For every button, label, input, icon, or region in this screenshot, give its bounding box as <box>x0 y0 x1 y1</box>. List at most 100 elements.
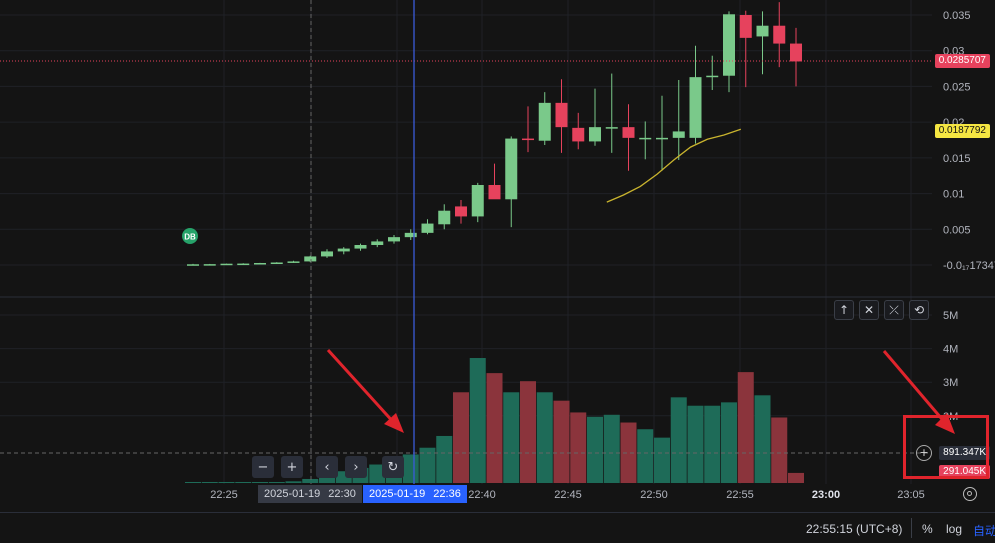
db-marker <box>182 228 198 244</box>
volume-bar-1 <box>201 482 218 483</box>
volume-value-tag: 891.347K <box>939 446 990 460</box>
footer-divider <box>911 518 912 538</box>
candle-body-11 <box>371 241 384 245</box>
add-crosshair-icon[interactable]: + <box>916 445 932 461</box>
volume-bar-19 <box>503 392 520 483</box>
candle-body-9 <box>337 248 350 252</box>
candle-body-12 <box>388 237 400 242</box>
volume-bar-11 <box>369 464 386 483</box>
volume-bar-9 <box>335 471 352 483</box>
last-price-tag: 0.0285707 <box>934 54 990 68</box>
candle-body-7 <box>304 256 317 262</box>
volume-bar-0 <box>185 482 201 483</box>
candle-body-16 <box>455 206 467 217</box>
volume-bar-22 <box>553 400 570 483</box>
scroll-right-button[interactable]: › <box>345 456 367 478</box>
clock-display: 22:55:15 (UTC+8) <box>806 522 903 536</box>
candle-body-0 <box>187 264 199 266</box>
volume-bar-27 <box>637 429 654 483</box>
volume-tick-0: 5M <box>943 310 958 322</box>
pane-reset-button[interactable]: ⟲ <box>909 300 929 320</box>
candle-body-10 <box>354 245 367 249</box>
candle-body-23 <box>572 127 585 142</box>
pane-collapse-button[interactable]: ⤫ <box>884 300 904 320</box>
candle-body-13 <box>404 232 417 238</box>
candle-body-26 <box>622 127 635 138</box>
candle-body-3 <box>237 263 250 266</box>
volume-bar-35 <box>771 417 788 483</box>
volume-bar-7 <box>302 478 319 483</box>
candle-body-18 <box>488 185 501 200</box>
candle-body-21 <box>538 102 551 141</box>
candle-body-2 <box>220 263 233 266</box>
volume-bar-18 <box>486 373 503 483</box>
candle-body-14 <box>421 223 434 233</box>
time-tick-5: 22:50 <box>640 489 668 501</box>
time-tick-3: 22:40 <box>468 489 496 501</box>
db-marker-label: DB <box>184 233 196 242</box>
candle-body-24 <box>589 127 601 142</box>
candle-body-32 <box>723 14 735 76</box>
grid <box>0 0 932 484</box>
volume-bar-13 <box>402 454 419 483</box>
volume-bar-17 <box>469 358 486 483</box>
price-tick-2: 0.025 <box>943 81 971 93</box>
volume-bar-36 <box>788 472 804 483</box>
volume-bar-30 <box>687 405 704 483</box>
volume-bar-29 <box>670 397 687 483</box>
volume-bar-15 <box>436 435 453 483</box>
candle-body-34 <box>756 25 769 37</box>
percent-toggle[interactable]: % <box>922 522 933 536</box>
pane-move-up-button[interactable]: ↑ <box>834 300 854 320</box>
volume-bar-23 <box>570 412 587 483</box>
price-tick-7: -0.0₁₇17347 <box>943 260 995 272</box>
volume-bar-4 <box>252 482 268 483</box>
ma-value-tag: 0.0187792 <box>934 124 990 138</box>
pane-close-button[interactable]: ✕ <box>859 300 879 320</box>
candle-body-6 <box>287 261 300 263</box>
volume-bar-5 <box>268 482 285 483</box>
settings-gear-icon[interactable] <box>963 487 977 501</box>
candle-body-17 <box>471 185 484 217</box>
annotation-arrow-left <box>326 348 404 433</box>
candle-body-8 <box>321 251 333 257</box>
volume-bars <box>185 358 804 483</box>
volume-bar-2 <box>218 482 235 483</box>
volume-bar-26 <box>620 422 637 483</box>
scroll-left-button[interactable]: ‹ <box>316 456 338 478</box>
volume-tick-2: 3M <box>943 377 958 389</box>
price-axis: 0.0350.030.0250.020.0150.010.005-0.0₁₇17… <box>943 10 995 272</box>
zoom-out-button[interactable]: − <box>252 456 274 478</box>
price-tick-5: 0.01 <box>943 189 964 201</box>
crosshair-time-left: 2025-01-19 22:30 <box>258 485 362 503</box>
zoom-in-button[interactable]: + <box>281 456 303 478</box>
highlight-box <box>903 415 989 479</box>
volume-last-tag: 291.045K <box>939 465 990 479</box>
footer-bar: 22:55:15 (UTC+8) % log 自动 <box>0 512 995 543</box>
auto-toggle[interactable]: 自动 <box>973 524 995 538</box>
log-toggle[interactable]: log <box>946 522 963 536</box>
right-date: 2025-01-19 <box>369 488 426 500</box>
candle-body-19 <box>505 138 518 200</box>
right-time: 22:36 <box>433 488 461 500</box>
candle-body-5 <box>270 262 283 264</box>
price-tick-0: 0.035 <box>943 10 971 22</box>
volume-bar-6 <box>285 481 302 483</box>
candle-body-20 <box>522 138 534 141</box>
price-tick-6: 0.005 <box>943 224 971 236</box>
candle-body-4 <box>254 263 266 265</box>
candles <box>187 2 802 266</box>
candle-body-33 <box>739 15 752 38</box>
volume-bar-32 <box>721 402 737 483</box>
price-volume-chart[interactable]: 0.0350.030.0250.020.0150.010.005-0.0₁₇17… <box>0 0 995 512</box>
volume-bar-34 <box>754 395 771 483</box>
ma-line <box>606 128 742 203</box>
volume-bar-14 <box>419 447 436 483</box>
volume-bar-31 <box>704 405 721 483</box>
candle-body-15 <box>438 210 451 225</box>
candle-body-30 <box>689 77 702 138</box>
reset-chart-button[interactable]: ↻ <box>382 456 404 478</box>
price-tick-3: 0.02 <box>943 117 964 129</box>
candle-body-27 <box>639 137 652 140</box>
